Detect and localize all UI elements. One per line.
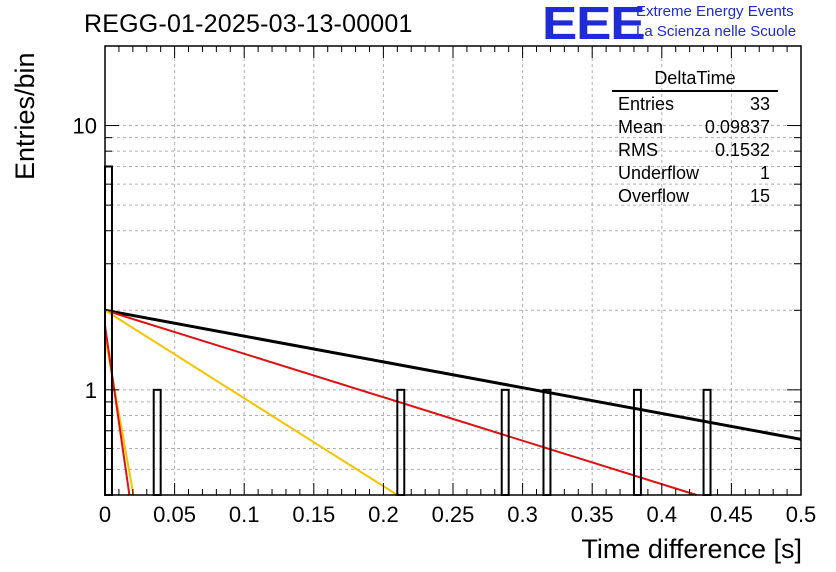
stats-label: Mean [618, 117, 664, 137]
y-tick-label: 1 [85, 378, 97, 403]
stats-value: 33 [749, 94, 770, 114]
histogram-bar [500, 388, 510, 497]
histogram-bar [702, 388, 712, 497]
x-tick-label: 0.45 [710, 502, 753, 527]
x-axis-label: Time difference [s] [581, 534, 802, 564]
stats-row-overflow: Overflow 15 [612, 185, 778, 208]
histogram-bar [542, 388, 552, 497]
histogram-bar [632, 388, 642, 497]
x-tick-label: 0.35 [571, 502, 614, 527]
stats-title: DeltaTime [612, 68, 778, 92]
x-tick-label: 0.1 [229, 502, 260, 527]
logo-subtitle-line1: Extreme Energy Events [636, 3, 794, 20]
x-tick-label: 0.15 [292, 502, 335, 527]
stats-label: Underflow [618, 163, 700, 183]
x-tick-label: 0.5 [786, 502, 817, 527]
stats-value: 0.1532 [714, 140, 770, 160]
histogram-bar [396, 388, 406, 497]
fit-curve [104, 309, 697, 496]
x-tick-label: 0.3 [507, 502, 538, 527]
stats-row-mean: Mean 0.09837 [612, 116, 778, 139]
x-tick-label: 0 [99, 502, 111, 527]
eee-logo: EEE [542, 0, 646, 49]
stats-row-entries: Entries 33 [612, 93, 778, 116]
stats-value: 0.09837 [704, 117, 770, 137]
stats-row-underflow: Underflow 1 [612, 162, 778, 185]
fit-curve [104, 308, 802, 441]
x-tick-label: 0.4 [647, 502, 678, 527]
histogram-bar [152, 388, 162, 497]
y-axis-label: Entries/bin [10, 52, 40, 180]
stats-value: 15 [749, 186, 770, 206]
stats-box: DeltaTime Entries 33 Mean 0.09837 RMS 0.153… [612, 68, 778, 208]
x-tick-label: 0.25 [432, 502, 475, 527]
stats-label: RMS [618, 140, 658, 160]
fit-curve [104, 325, 131, 496]
x-tick-label: 0.2 [368, 502, 399, 527]
stats-label: Entries [618, 94, 675, 114]
chart-title: REGG-01-2025-03-13-00001 [84, 10, 413, 38]
y-tick-label: 10 [73, 114, 97, 139]
logo-subtitle-line2: La Scienza nelle Scuole [636, 23, 797, 40]
fit-curve [104, 309, 398, 496]
x-tick-label: 0.05 [153, 502, 196, 527]
stats-value: 1 [759, 163, 770, 183]
stats-label: Overflow [618, 186, 690, 206]
stats-row-rms: RMS 0.1532 [612, 139, 778, 162]
